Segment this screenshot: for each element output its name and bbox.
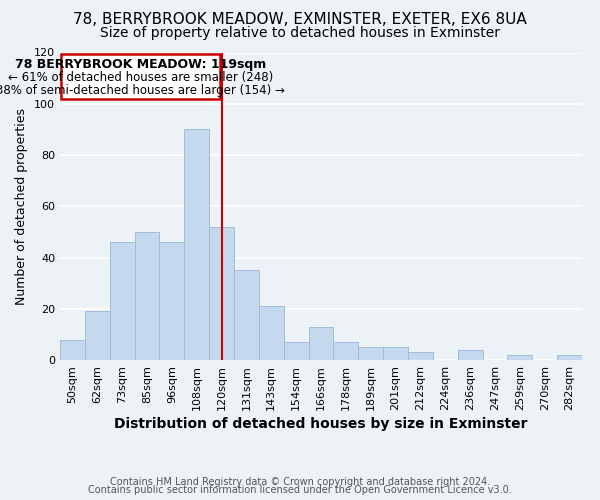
Bar [334,342,358,360]
Text: Contains HM Land Registry data © Crown copyright and database right 2024.: Contains HM Land Registry data © Crown c… [110,477,490,487]
Bar [284,342,308,360]
Bar [508,355,532,360]
Text: Contains public sector information licensed under the Open Government Licence v3: Contains public sector information licen… [88,485,512,495]
Bar [110,242,134,360]
X-axis label: Distribution of detached houses by size in Exminster: Distribution of detached houses by size … [114,417,528,431]
Bar [259,306,284,360]
Bar [458,350,482,360]
Bar [308,326,334,360]
Bar [160,242,184,360]
Text: 78 BERRYBROOK MEADOW: 119sqm: 78 BERRYBROOK MEADOW: 119sqm [15,58,266,71]
Bar [60,340,85,360]
Bar [234,270,259,360]
Y-axis label: Number of detached properties: Number of detached properties [16,108,28,304]
Bar [557,355,582,360]
FancyBboxPatch shape [61,54,220,98]
Text: Size of property relative to detached houses in Exminster: Size of property relative to detached ho… [100,26,500,40]
Bar [85,312,110,360]
Bar [209,227,234,360]
Bar [383,347,408,360]
Bar [358,347,383,360]
Text: 38% of semi-detached houses are larger (154) →: 38% of semi-detached houses are larger (… [0,84,285,97]
Bar [408,352,433,360]
Bar [184,130,209,360]
Bar [134,232,160,360]
Text: 78, BERRYBROOK MEADOW, EXMINSTER, EXETER, EX6 8UA: 78, BERRYBROOK MEADOW, EXMINSTER, EXETER… [73,12,527,28]
Text: ← 61% of detached houses are smaller (248): ← 61% of detached houses are smaller (24… [8,72,274,85]
